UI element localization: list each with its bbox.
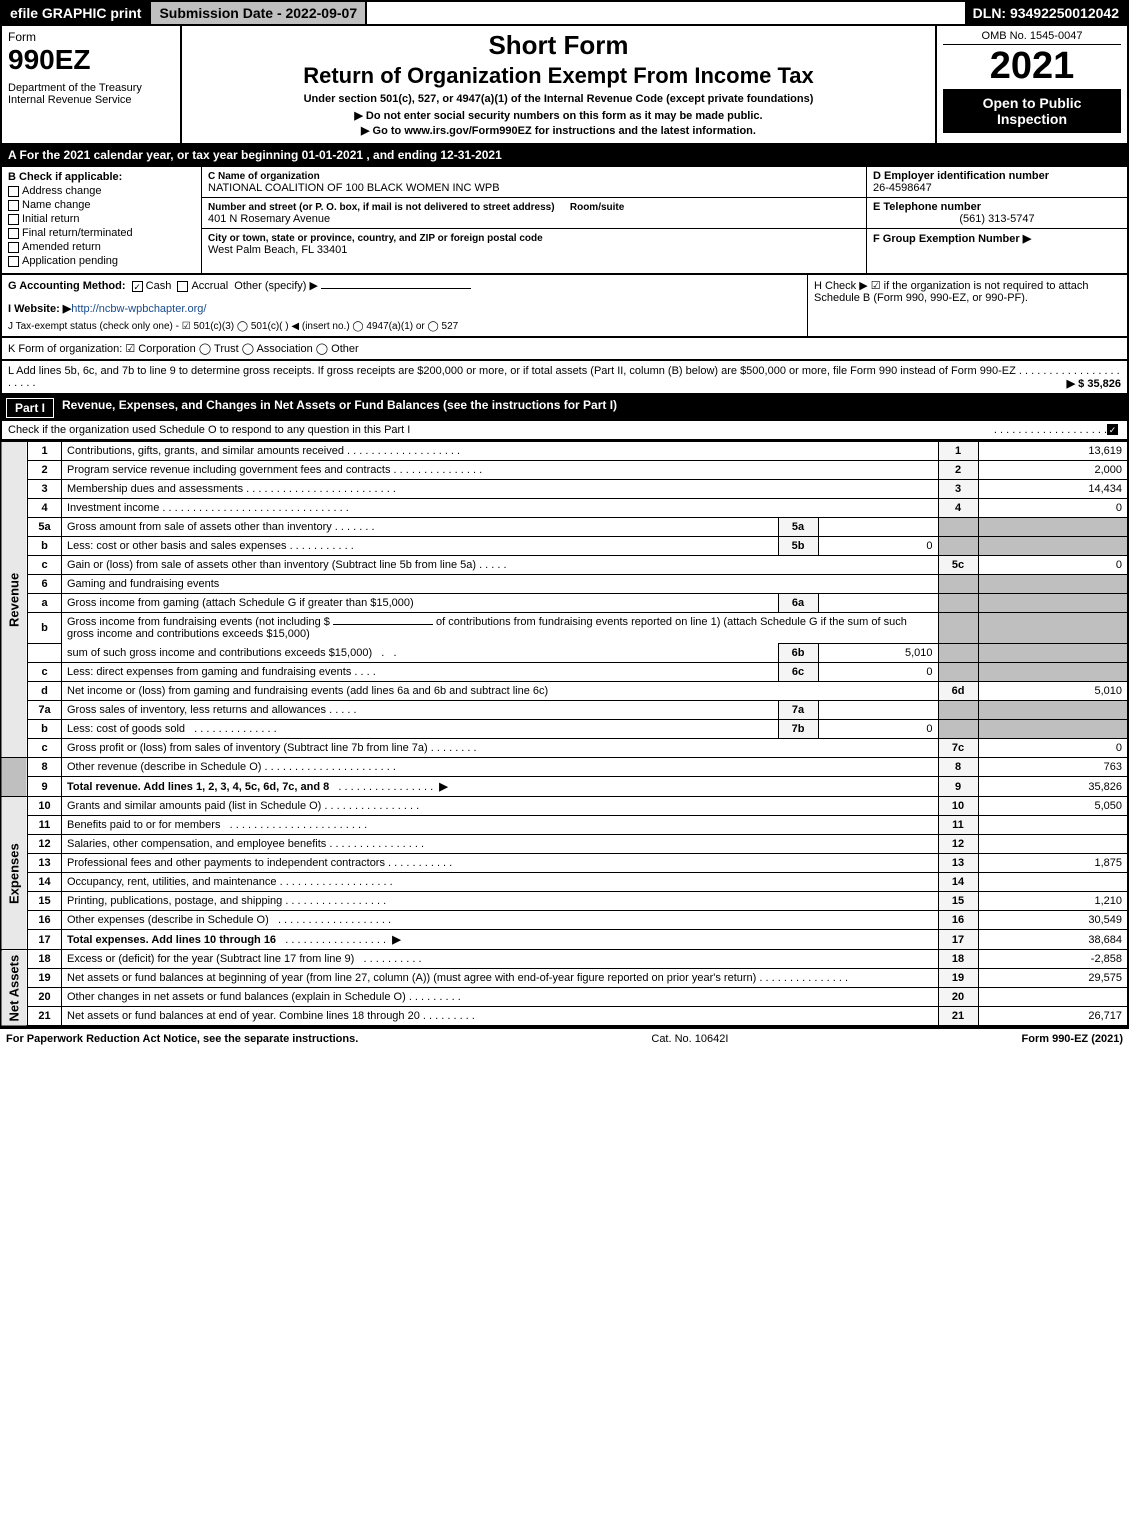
open-inspection: Open to Public Inspection [943, 89, 1121, 133]
omb-number: OMB No. 1545-0047 [943, 30, 1121, 45]
part1-label: Part I [6, 398, 54, 418]
line9-val: 35,826 [978, 777, 1128, 797]
goto-line: ▶ Go to www.irs.gov/Form990EZ for instru… [188, 124, 929, 137]
chk-final-return[interactable]: Final return/terminated [8, 227, 195, 239]
submission-date: Submission Date - 2022-09-07 [149, 2, 367, 24]
phone: (561) 313-5747 [873, 213, 1121, 225]
expenses-side-label: Expenses [1, 797, 28, 950]
part1-check-line: Check if the organization used Schedule … [0, 421, 1129, 441]
line7c-val: 0 [978, 739, 1128, 758]
line8-val: 763 [978, 758, 1128, 777]
part1-header: Part I Revenue, Expenses, and Changes in… [0, 395, 1129, 421]
row-a: A For the 2021 calendar year, or tax yea… [0, 145, 1129, 167]
line5a-val [818, 518, 938, 537]
paperwork-notice: For Paperwork Reduction Act Notice, see … [6, 1033, 358, 1045]
line6a-val [818, 594, 938, 613]
under-section: Under section 501(c), 527, or 4947(a)(1)… [188, 93, 929, 105]
line7a-val [818, 701, 938, 720]
chk-schedule-o[interactable]: ✓ [1107, 424, 1118, 435]
line12-val [978, 835, 1128, 854]
line6d-val: 5,010 [978, 682, 1128, 701]
short-form-title: Short Form [188, 30, 929, 61]
line1-val: 13,619 [978, 442, 1128, 461]
e-lbl: E Telephone number [873, 201, 981, 213]
line20-val [978, 988, 1128, 1007]
room-lbl: Room/suite [570, 202, 624, 213]
line3-val: 14,434 [978, 480, 1128, 499]
j-line: J Tax-exempt status (check only one) - ☑… [8, 321, 801, 332]
col-def: D Employer identification number26-45986… [867, 167, 1127, 273]
d-lbl: D Employer identification number [873, 170, 1049, 182]
chk-accrual[interactable] [177, 281, 188, 292]
form-ref: Form 990-EZ (2021) [1022, 1033, 1123, 1045]
line5b-val: 0 [818, 537, 938, 556]
line10-val: 5,050 [978, 797, 1128, 816]
website-link[interactable]: http://ncbw-wpbchapter.org/ [71, 303, 206, 315]
gross-receipts: ▶ $ 35,826 [1067, 377, 1121, 390]
h-box: H Check ▶ ☑ if the organization is not r… [807, 275, 1127, 336]
section-bcdef: B Check if applicable: Address change Na… [0, 167, 1129, 275]
footer: For Paperwork Reduction Act Notice, see … [0, 1027, 1129, 1049]
g-lbl: G Accounting Method: [8, 280, 126, 292]
street: 401 N Rosemary Avenue [208, 213, 330, 225]
form-word: Form [8, 30, 174, 44]
efile-label[interactable]: efile GRAPHIC print [2, 2, 149, 24]
line7b-val: 0 [818, 720, 938, 739]
line13-val: 1,875 [978, 854, 1128, 873]
line-l: L Add lines 5b, 6c, and 7b to line 9 to … [0, 361, 1129, 395]
ein: 26-4598647 [873, 182, 932, 194]
line16-val: 30,549 [978, 911, 1128, 930]
c-street-lbl: Number and street (or P. O. box, if mail… [208, 202, 555, 213]
line4-val: 0 [978, 499, 1128, 518]
b-title: B Check if applicable: [8, 171, 195, 183]
line-k: K Form of organization: ☑ Corporation ◯ … [0, 338, 1129, 361]
chk-amended-return[interactable]: Amended return [8, 241, 195, 253]
goto-text[interactable]: ▶ Go to www.irs.gov/Form990EZ for instru… [361, 125, 756, 137]
top-bar: efile GRAPHIC print Submission Date - 20… [0, 0, 1129, 26]
f-lbl: F Group Exemption Number ▶ [873, 233, 1031, 245]
line21-val: 26,717 [978, 1007, 1128, 1027]
chk-address-change[interactable]: Address change [8, 185, 195, 197]
chk-initial-return[interactable]: Initial return [8, 213, 195, 225]
line2-val: 2,000 [978, 461, 1128, 480]
col-c: C Name of organizationNATIONAL COALITION… [202, 167, 867, 273]
i-lbl: I Website: ▶ [8, 303, 71, 315]
return-title: Return of Organization Exempt From Incom… [188, 63, 929, 89]
part1-table: Revenue 1Contributions, gifts, grants, a… [0, 441, 1129, 1027]
line19-val: 29,575 [978, 969, 1128, 988]
line18-val: -2,858 [978, 950, 1128, 969]
line5c-val: 0 [978, 556, 1128, 575]
dln: DLN: 93492250012042 [965, 2, 1127, 24]
revenue-side-label: Revenue [1, 442, 28, 758]
cat-no: Cat. No. 10642I [651, 1033, 728, 1045]
line14-val [978, 873, 1128, 892]
col-b: B Check if applicable: Address change Na… [2, 167, 202, 273]
no-ssn-line: ▶ Do not enter social security numbers o… [188, 109, 929, 122]
line6b-val: 5,010 [818, 644, 938, 663]
city: West Palm Beach, FL 33401 [208, 244, 347, 256]
form-header: Form 990EZ Department of the Treasury In… [0, 26, 1129, 145]
c-city-lbl: City or town, state or province, country… [208, 233, 543, 244]
chk-name-change[interactable]: Name change [8, 199, 195, 211]
org-name: NATIONAL COALITION OF 100 BLACK WOMEN IN… [208, 182, 500, 194]
section-ghij: G Accounting Method: ✓Cash Accrual Other… [0, 275, 1129, 338]
line11-val [978, 816, 1128, 835]
dept-label: Department of the Treasury Internal Reve… [8, 82, 174, 106]
line15-val: 1,210 [978, 892, 1128, 911]
netassets-side-label: Net Assets [1, 950, 28, 1027]
chk-cash[interactable]: ✓ [132, 281, 143, 292]
form-number: 990EZ [8, 44, 174, 76]
c-name-lbl: C Name of organization [208, 171, 320, 182]
chk-application-pending[interactable]: Application pending [8, 255, 195, 267]
line17-val: 38,684 [978, 930, 1128, 950]
tax-year: 2021 [943, 47, 1121, 85]
line6c-val: 0 [818, 663, 938, 682]
part1-title: Revenue, Expenses, and Changes in Net As… [62, 398, 617, 418]
